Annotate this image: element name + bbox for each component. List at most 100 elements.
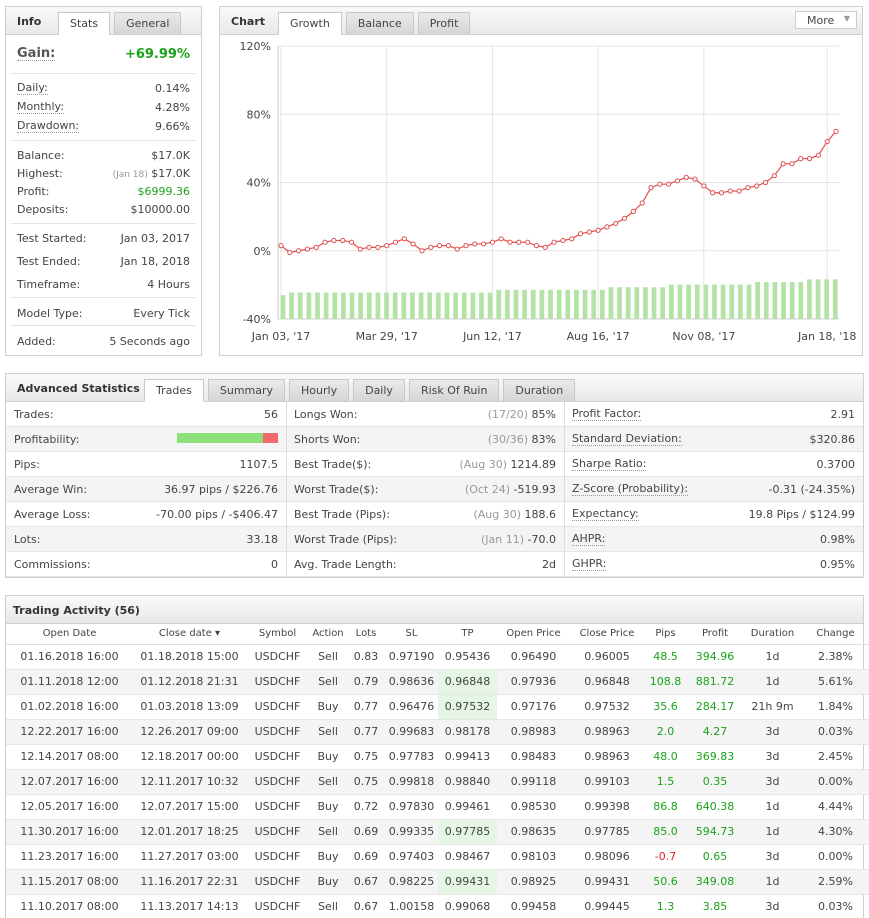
column-header[interactable]: Profit <box>687 624 743 645</box>
tab-summary[interactable]: Summary <box>207 379 286 401</box>
stat-value: 0.95% <box>820 557 855 571</box>
tab-stats[interactable]: Stats <box>58 12 111 35</box>
volume-bar <box>496 289 502 319</box>
data-point <box>489 239 496 245</box>
data-point <box>507 239 513 245</box>
tab-daily[interactable]: Daily <box>353 379 405 401</box>
column-header[interactable]: Action <box>309 624 347 645</box>
table-row[interactable]: 11.15.2017 08:00 11.16.2017 22:31 USDCHF Bu… <box>6 869 869 895</box>
stat-label: Lots: <box>14 532 41 546</box>
tab-balance[interactable]: Balance <box>345 12 414 34</box>
column-header[interactable]: Open Date <box>6 624 133 645</box>
column-header[interactable]: Open Price <box>497 624 570 645</box>
highest-date: (Jan 18) <box>112 169 148 180</box>
tab-growth[interactable]: Growth <box>278 12 342 35</box>
stat-value: (Aug 30) 188.6 <box>473 508 556 521</box>
table-row[interactable]: 12.14.2017 08:00 12.18.2017 00:00 USDCHF Bu… <box>6 744 869 770</box>
column-header[interactable]: Duration <box>743 624 802 645</box>
added-row: Added: 5 Seconds ago <box>17 332 190 350</box>
tab-general[interactable]: General <box>114 12 182 34</box>
volume-bar <box>668 284 674 319</box>
tab-hourly[interactable]: Hourly <box>289 379 350 401</box>
tab-profit[interactable]: Profit <box>417 12 471 34</box>
test-started-label: Test Started: <box>17 231 87 245</box>
column-header[interactable]: Pips <box>644 624 687 645</box>
table-cell: Buy <box>309 794 347 820</box>
table-row[interactable]: 12.22.2017 16:00 12.26.2017 09:00 USDCHF Se… <box>6 719 869 745</box>
column-header[interactable]: Close date ▾ <box>133 624 246 645</box>
table-row[interactable]: 11.10.2017 08:00 11.13.2017 14:13 USDCHF Se… <box>6 894 869 918</box>
table-cell: 0.99818 <box>385 769 438 795</box>
table-cell: 0.98983 <box>497 719 570 745</box>
data-point <box>436 243 443 249</box>
table-cell: Sell <box>309 719 347 745</box>
monthly-label: Monthly: <box>17 100 64 114</box>
table-cell: 0.98840 <box>438 769 497 795</box>
stat-value: 36.97 pips / $226.76 <box>164 482 278 496</box>
table-row[interactable]: 12.07.2017 16:00 12.11.2017 10:32 USDCHF Se… <box>6 769 869 795</box>
column-header[interactable]: Close Price <box>570 624 644 645</box>
column-divider <box>564 402 565 577</box>
table-row[interactable]: 11.30.2017 16:00 12.01.2017 18:25 USDCHF Se… <box>6 819 869 845</box>
table-row[interactable]: 01.11.2018 12:00 01.12.2018 21:31 USDCHF Se… <box>6 669 869 695</box>
tab-duration[interactable]: Duration <box>503 379 576 401</box>
column-header[interactable]: Symbol <box>246 624 309 645</box>
deposits-label: Deposits: <box>17 202 69 216</box>
column-header[interactable]: Lots <box>347 624 385 645</box>
column-header[interactable]: TP <box>438 624 497 645</box>
stat-label: Best Trade (Pips): <box>294 507 390 521</box>
y-tick-label: -40% <box>243 313 271 326</box>
balance-label: Balance: <box>17 148 65 162</box>
table-cell: 1d <box>743 669 802 695</box>
table-row[interactable]: 01.02.2018 16:00 01.03.2018 13:09 USDCHF Bu… <box>6 694 869 720</box>
volume-bar <box>798 281 804 319</box>
volume-bar <box>479 292 484 319</box>
table-row[interactable]: 01.16.2018 16:00 01.18.2018 15:00 USDCHF Se… <box>6 644 869 670</box>
volume-bar <box>815 279 821 319</box>
stat-cell: Best Trade (Pips): (Aug 30) 188.6 <box>286 502 564 527</box>
stat-number: 83% <box>531 432 556 446</box>
volume-bar <box>755 281 761 319</box>
column-header[interactable]: SL <box>385 624 438 645</box>
volume-bar <box>289 292 294 319</box>
table-cell: 0.99068 <box>438 894 497 918</box>
table-cell: 0.97783 <box>385 744 438 770</box>
table-cell: 0.98103 <box>497 844 570 870</box>
more-dropdown[interactable]: More ▼ <box>795 11 857 29</box>
volume-bar <box>444 292 450 319</box>
stat-value: (Jan 11) -70.0 <box>481 533 556 546</box>
stat-value: 0 <box>271 557 278 571</box>
table-cell: 0.99413 <box>438 744 497 770</box>
stat-label: Commissions: <box>14 557 91 571</box>
table-cell: 21h 9m <box>743 694 802 720</box>
table-cell: 12.18.2017 00:00 <box>133 744 246 770</box>
adv-header: Advanced Statistics Trades Summary Hourl… <box>6 374 863 402</box>
table-row[interactable]: 12.05.2017 16:00 12.07.2017 15:00 USDCHF Bu… <box>6 794 869 820</box>
table-cell: 0.98225 <box>385 869 438 895</box>
tab-trades[interactable]: Trades <box>144 379 204 402</box>
table-cell: 0.97532 <box>438 694 497 720</box>
table-row[interactable]: 11.23.2017 16:00 11.27.2017 03:00 USDCHF Bu… <box>6 844 869 870</box>
table-cell: 0.98963 <box>570 719 644 745</box>
data-point <box>366 244 372 250</box>
column-header[interactable]: Change <box>802 624 869 645</box>
stat-cell: AHPR: 0.98% <box>564 527 863 552</box>
table-cell: Buy <box>309 694 347 720</box>
deposits-row: Deposits: $10000.00 <box>17 200 190 218</box>
table-cell: 0.77 <box>347 719 385 745</box>
table-cell: USDCHF <box>246 844 309 870</box>
stat-value: 19.8 Pips / $124.99 <box>748 507 855 521</box>
table-cell: 0.03% <box>802 894 869 918</box>
table-cell: 3d <box>743 894 802 918</box>
trading-activity-panel: Trading Activity (56) Open Date Close dat… <box>5 595 869 918</box>
data-point <box>789 161 795 167</box>
volume-bar <box>315 292 320 319</box>
table-cell: 1d <box>743 869 802 895</box>
stat-cell: Average Loss: -70.00 pips / -$406.47 <box>6 502 286 527</box>
table-cell: 108.8 <box>644 669 687 695</box>
volume-bar <box>504 289 510 319</box>
volume-bar <box>738 284 743 319</box>
data-point <box>287 249 293 256</box>
tab-risk-of-ruin[interactable]: Risk Of Ruin <box>408 379 500 401</box>
profitability-bar <box>177 432 278 443</box>
